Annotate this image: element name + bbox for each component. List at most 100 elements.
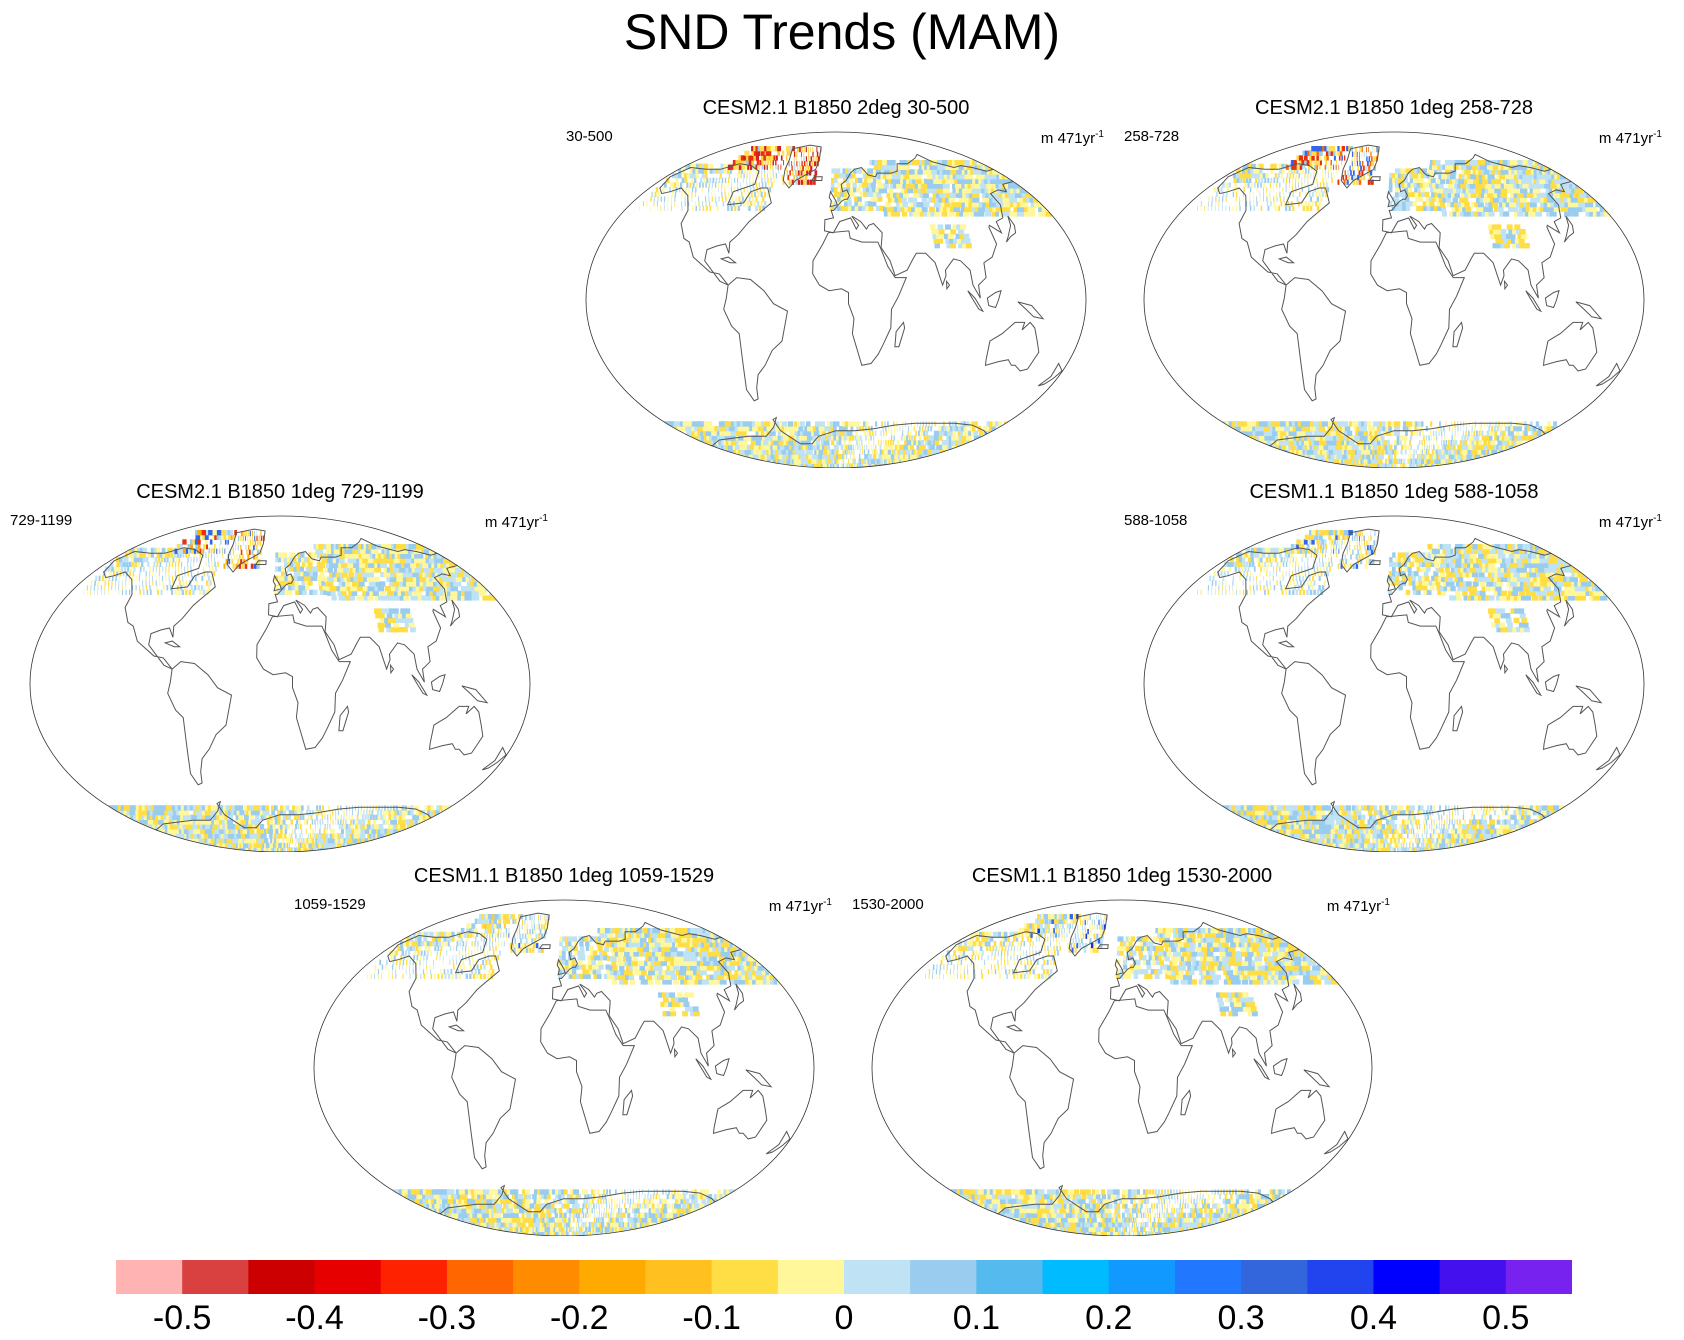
trend-cell	[1449, 211, 1455, 217]
trend-cell	[1363, 421, 1369, 427]
trend-cell	[932, 440, 937, 446]
trend-cell	[1539, 206, 1547, 212]
trend-cell	[925, 430, 929, 436]
trend-cell	[1394, 463, 1396, 468]
trend-cell	[730, 205, 733, 211]
trend-cell	[737, 205, 740, 211]
trend-cell	[1467, 192, 1474, 198]
trend-cell	[1288, 430, 1297, 436]
trend-cell	[852, 458, 855, 464]
trend-cell	[1493, 192, 1501, 198]
trend-cell	[213, 571, 216, 577]
trend-cell	[711, 196, 713, 202]
trend-cell	[283, 561, 288, 567]
trend-cell	[1277, 173, 1280, 179]
trend-cell	[1443, 188, 1449, 194]
trend-cell	[107, 589, 109, 595]
trend-cell	[794, 430, 800, 436]
trend-cell	[1532, 188, 1541, 194]
trend-cell	[1260, 205, 1263, 211]
trend-cell	[275, 552, 279, 558]
trend-cell	[1369, 170, 1373, 176]
trend-cell	[203, 571, 206, 577]
trend-cell	[736, 164, 739, 170]
trend-cell	[867, 426, 870, 432]
trend-cell	[780, 155, 783, 161]
trend-cell	[128, 580, 130, 586]
trend-cell	[1404, 458, 1406, 464]
trend-cell	[1394, 421, 1398, 427]
trend-cell	[1365, 151, 1367, 157]
trend-cell	[192, 539, 197, 545]
trend-cell	[1459, 197, 1465, 203]
trend-cell	[1520, 197, 1527, 203]
trend-cell	[1321, 463, 1340, 468]
trend-cell	[921, 458, 936, 464]
trend-cell	[1267, 177, 1270, 183]
trend-cell	[733, 164, 737, 170]
trend-cell	[686, 173, 691, 179]
trend-cell	[187, 566, 189, 572]
trend-cell	[724, 421, 733, 427]
trend-cell	[1424, 444, 1426, 450]
trend-cell	[298, 589, 304, 595]
trend-cell	[355, 581, 362, 587]
trend-cell	[737, 177, 739, 183]
trend-cell	[702, 426, 712, 432]
trend-cell	[922, 192, 929, 198]
trend-cell	[249, 535, 251, 541]
trend-cell	[1489, 435, 1493, 441]
trend-cell	[683, 173, 688, 179]
trend-cell	[1427, 449, 1430, 455]
trend-cell	[907, 188, 914, 194]
trend-cell	[326, 562, 332, 568]
trend-cell	[1204, 205, 1205, 211]
trend-cell	[1296, 168, 1299, 174]
trend-cell	[837, 454, 841, 460]
trend-cell	[858, 205, 863, 211]
trend-cell	[1250, 168, 1255, 174]
trend-cell	[1316, 173, 1318, 179]
trend-cell	[949, 238, 955, 244]
trend-cell	[845, 173, 850, 179]
trend-cell	[313, 552, 319, 558]
trend-cell	[310, 575, 316, 581]
trend-cell	[434, 558, 444, 564]
trend-cell	[873, 444, 875, 450]
trend-cell	[1236, 187, 1239, 193]
trend-cell	[1434, 191, 1440, 197]
trend-cell	[1421, 449, 1423, 455]
trend-cell	[888, 188, 894, 194]
trend-cell	[738, 196, 741, 202]
trend-cell	[1436, 169, 1442, 175]
trend-cell	[1589, 192, 1599, 198]
trend-cell	[824, 454, 828, 460]
trend-cell	[227, 544, 229, 550]
trend-cell	[1522, 183, 1531, 189]
trend-cell	[1311, 155, 1315, 161]
trend-cell	[255, 544, 258, 551]
trend-cell	[868, 187, 874, 193]
trend-cell	[875, 205, 881, 211]
trend-cell	[1538, 426, 1543, 432]
trend-cell	[674, 173, 679, 179]
trend-cell	[1380, 435, 1385, 441]
trend-cell	[946, 206, 953, 212]
trend-cell	[1280, 173, 1283, 179]
trend-cell	[1358, 179, 1362, 185]
trend-cell	[678, 168, 683, 174]
trend-cell	[1000, 188, 1009, 194]
trend-cell	[1326, 182, 1328, 188]
trend-cell	[761, 173, 763, 179]
trend-cell	[840, 191, 845, 197]
trend-cell	[667, 421, 678, 427]
trend-cell	[1534, 440, 1543, 446]
trend-cell	[182, 548, 186, 554]
trend-cell	[1292, 173, 1295, 179]
trend-cell	[1313, 146, 1320, 152]
trend-cell	[280, 842, 283, 848]
trend-cell	[311, 552, 317, 558]
trend-cell	[804, 165, 807, 171]
trend-cell	[850, 191, 855, 197]
trend-cell	[781, 150, 785, 156]
